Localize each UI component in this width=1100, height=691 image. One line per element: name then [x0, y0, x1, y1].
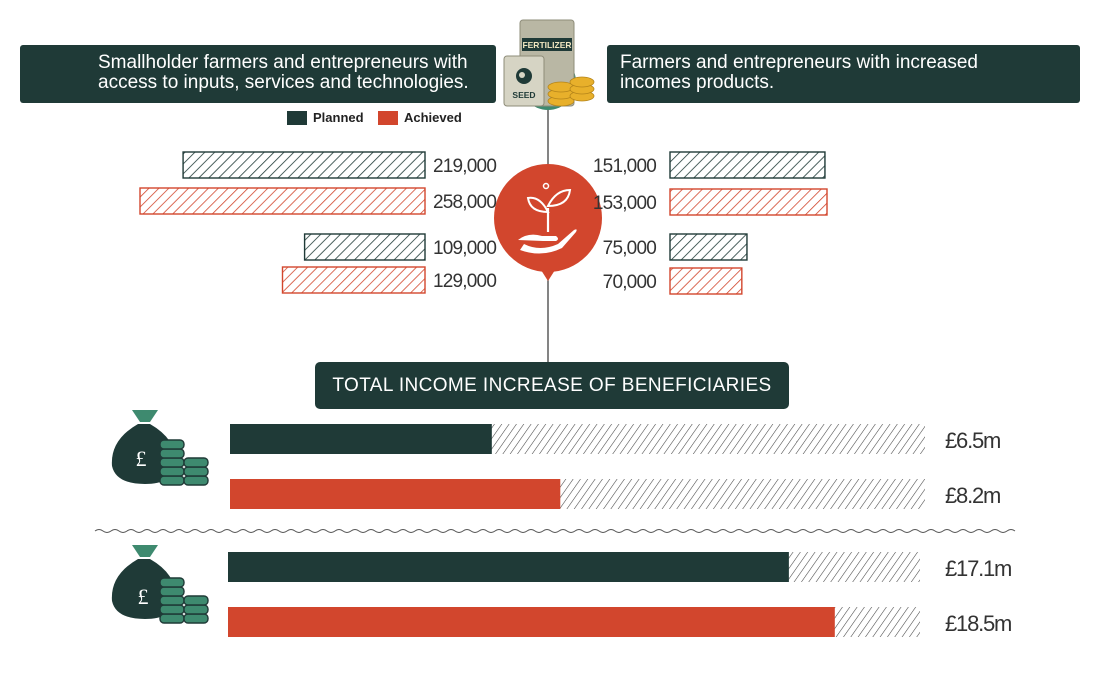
total-income-title: TOTAL INCOME INCREASE OF BENEFICIARIES	[315, 362, 789, 409]
seed-label: SEED	[512, 90, 535, 100]
income-planned-bar-1	[230, 424, 492, 454]
legend-achieved-swatch	[378, 110, 398, 125]
income-achieved-bar-2	[228, 607, 835, 637]
money-bag-icon-2: £	[111, 545, 209, 624]
income-achieved-label-2: £18.5m	[945, 611, 1011, 636]
banner-increased-incomes: Farmers and entrepreneurs with increased…	[607, 45, 1080, 103]
right-achieved-bar-1	[669, 188, 828, 216]
chart-marks: 219,000 258,000 109,000 129,000 151,000 153,0…	[139, 151, 1012, 637]
left-planned-bar-1	[182, 151, 426, 179]
fertilizer-seed-icon: FERTILIZER SEED	[503, 19, 595, 110]
left-achieved-bar-2	[281, 266, 426, 294]
banner-right-line1: Farmers and entrepreneurs with increased	[620, 52, 979, 73]
currency-symbol-1: £	[136, 446, 147, 471]
legend-planned: Planned	[287, 110, 364, 125]
banner-inputs-services: Smallholder farmers and entrepreneurs wi…	[20, 45, 496, 103]
right-achieved-bar-2	[669, 267, 743, 295]
left-planned-label-1: 219,000	[433, 156, 496, 177]
income-achieved-label-1: £8.2m	[945, 483, 1000, 508]
right-planned-label-2: 75,000	[603, 238, 657, 259]
left-planned-label-2: 109,000	[433, 238, 496, 259]
currency-symbol-2: £	[138, 584, 149, 609]
left-achieved-label-1: 258,000	[433, 192, 496, 213]
banner-right-line2: incomes products.	[620, 72, 775, 93]
income-planned-label-2: £17.1m	[945, 556, 1011, 581]
banner-left-line2: access to inputs, services and technolog…	[98, 72, 469, 93]
right-achieved-label-2: 70,000	[603, 272, 657, 293]
wavy-divider	[94, 529, 1016, 533]
hand-plant-icon	[494, 164, 602, 281]
right-achieved-label-1: 153,000	[593, 193, 656, 214]
left-achieved-bar-1	[139, 187, 426, 215]
right-planned-bar-1	[669, 151, 826, 179]
legend-planned-label: Planned	[313, 110, 364, 125]
income-achieved-bar-1	[230, 479, 561, 509]
banner-left-line1: Smallholder farmers and entrepreneurs wi…	[98, 52, 468, 73]
legend-achieved: Achieved	[378, 110, 462, 125]
income-planned-bar-2	[228, 552, 789, 582]
legend-achieved-label: Achieved	[404, 110, 462, 125]
legend-planned-swatch	[287, 110, 307, 125]
left-achieved-label-2: 129,000	[433, 271, 496, 292]
money-bag-icon-1: £	[111, 410, 209, 486]
left-planned-bar-2	[303, 233, 426, 261]
right-planned-label-1: 151,000	[593, 156, 656, 177]
fertilizer-label: FERTILIZER	[522, 40, 571, 50]
right-planned-bar-2	[669, 233, 748, 261]
income-planned-label-1: £6.5m	[945, 428, 1000, 453]
